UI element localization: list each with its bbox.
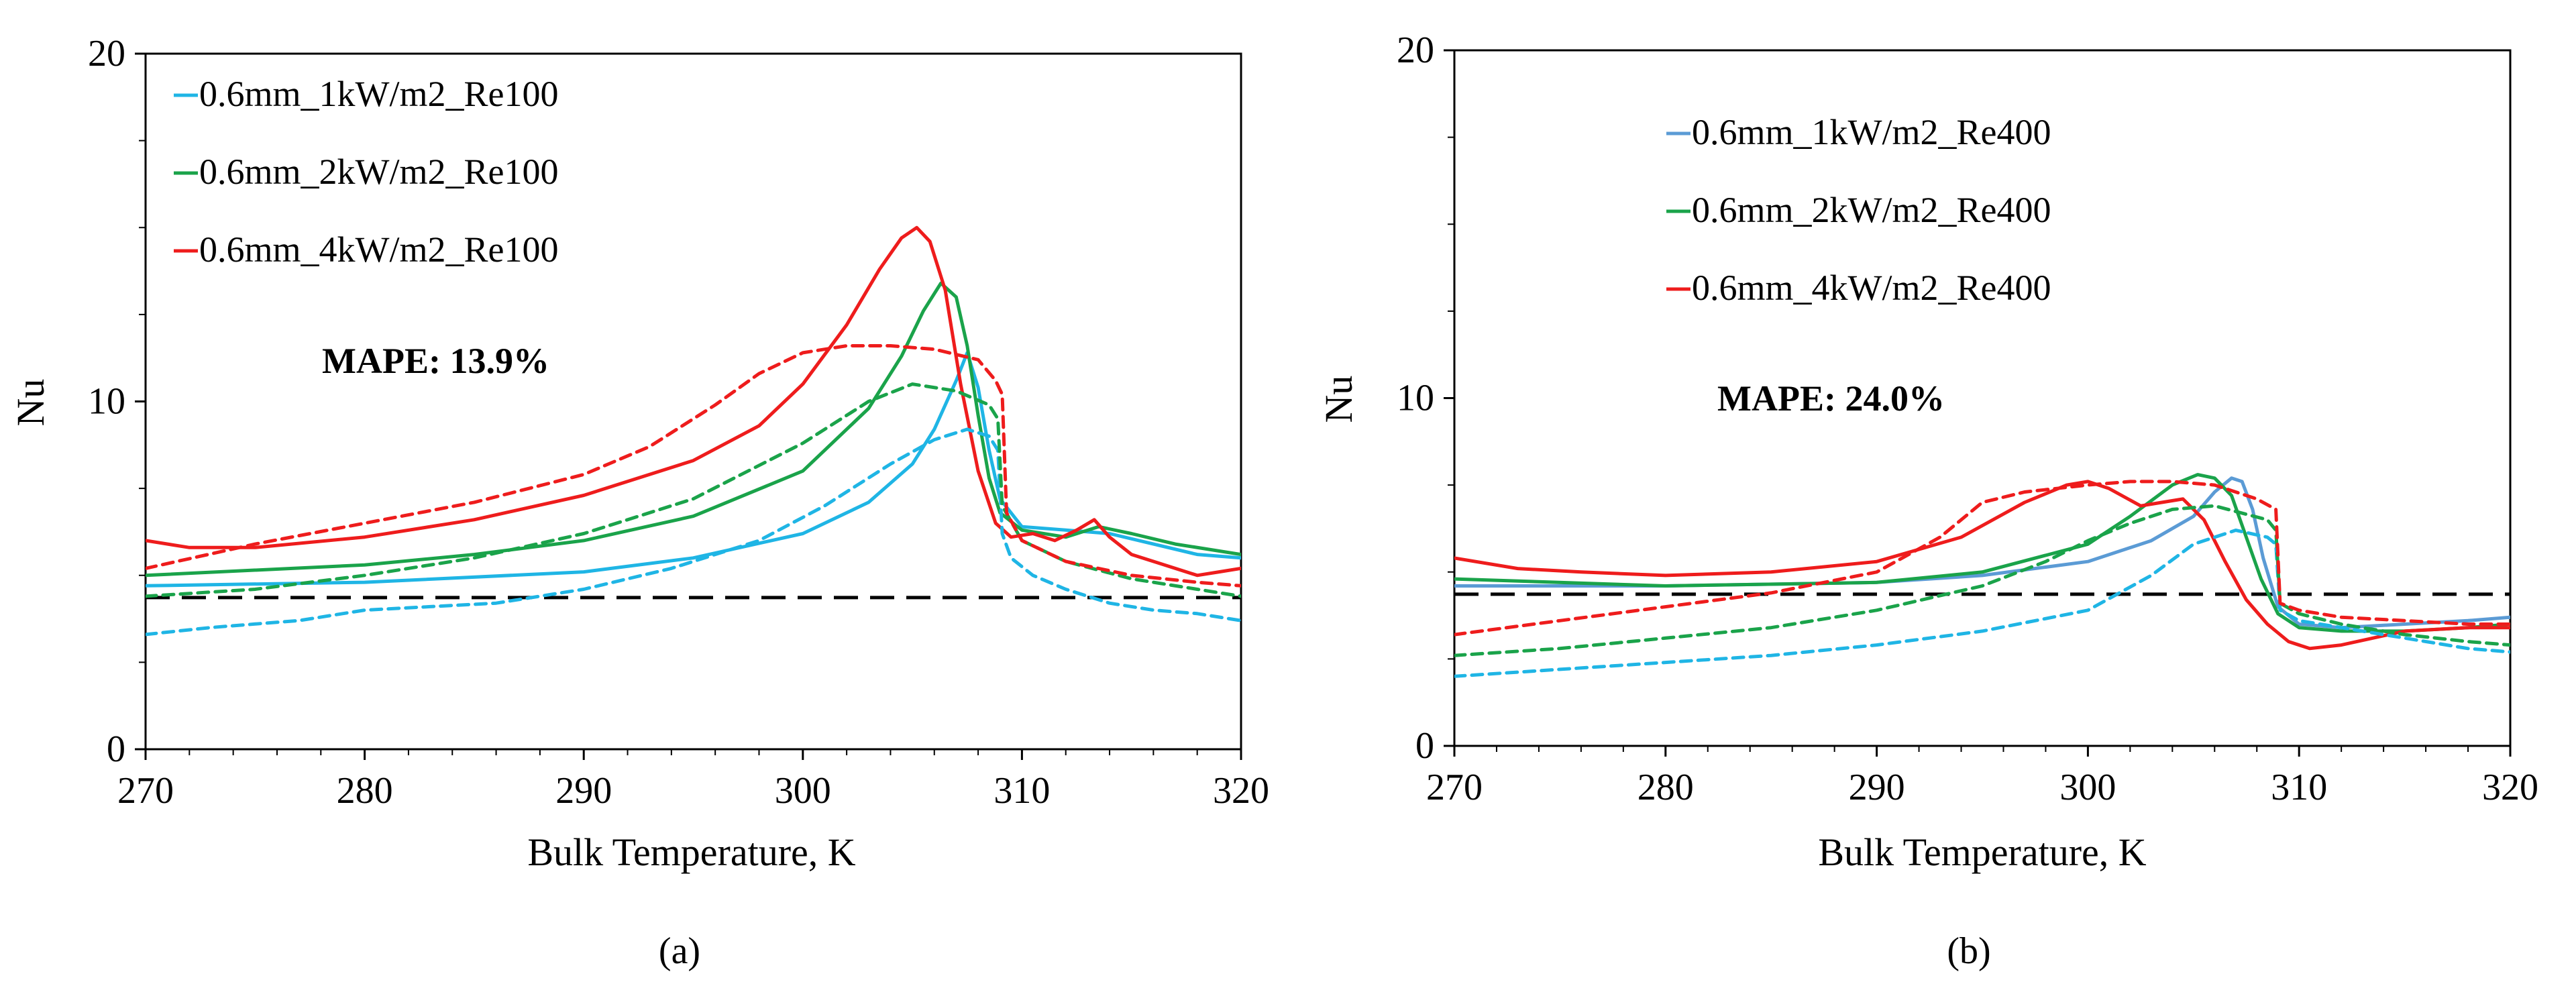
series-line-b-1	[1454, 473, 2510, 633]
series-line-b-4	[1454, 504, 2510, 657]
x-tick-label-b: 320	[2482, 767, 2538, 808]
y-axis-label-b: Nu	[1317, 376, 1360, 423]
y-axis-label-a: Nu	[9, 379, 52, 427]
panel-a: MAPE: 13.9% (a) 270 280 290 300 310 320 0 10 20 N…	[9, 33, 1269, 972]
x-tick-label-a: 290	[555, 770, 612, 812]
x-tick-label-b: 270	[1426, 767, 1483, 808]
series-line-b-5	[1454, 480, 2510, 637]
series-line-a-5	[146, 344, 1241, 588]
y-tick-label-a: 20	[88, 33, 125, 74]
x-tick-label-a: 270	[117, 770, 174, 812]
legend-label-b-0: 0.6mm_1kW/m2_Re400	[1692, 112, 2051, 152]
x-tick-label-a: 310	[994, 770, 1050, 812]
series-line-b-3	[1454, 529, 2510, 678]
x-tick-label-b: 310	[2271, 767, 2327, 808]
y-tick-label-a: 0	[107, 728, 125, 770]
series-line-a-1	[146, 281, 1241, 578]
panel-caption-b: (b)	[1947, 930, 1990, 972]
x-tick-label-a: 280	[337, 770, 393, 812]
x-tick-label-a: 320	[1213, 770, 1269, 812]
legend-label-a-0: 0.6mm_1kW/m2_Re100	[199, 74, 558, 114]
x-tick-label-a: 300	[775, 770, 831, 812]
legend-label-a-1: 0.6mm_2kW/m2_Re100	[199, 152, 558, 192]
mape-label-a: MAPE: 13.9%	[322, 341, 549, 381]
series-line-a-2	[146, 225, 1241, 578]
y-tick-label-b: 0	[1415, 725, 1434, 767]
panel-b: MAPE: 24.0% (b) 270 280 290 300 310 320 0 10 20 N…	[1317, 30, 2538, 972]
y-tick-label-b: 20	[1397, 30, 1434, 71]
y-tick-label-a: 10	[88, 381, 125, 423]
x-axis-label-a: Bulk Temperature, K	[527, 830, 855, 874]
series-line-a-4	[146, 382, 1241, 598]
panel-caption-a: (a)	[659, 930, 700, 972]
legend-label-b-2: 0.6mm_4kW/m2_Re400	[1692, 268, 2051, 308]
x-tick-label-b: 290	[1849, 767, 1905, 808]
series-line-a-3	[146, 427, 1241, 637]
series-line-b-2	[1454, 480, 2510, 651]
x-tick-label-b: 280	[1638, 767, 1694, 808]
legend-label-a-2: 0.6mm_4kW/m2_Re100	[199, 229, 558, 270]
x-tick-label-b: 300	[2059, 767, 2116, 808]
mape-label-b: MAPE: 24.0%	[1717, 378, 1945, 419]
y-tick-label-b: 10	[1397, 378, 1434, 419]
x-axis-label-b: Bulk Temperature, K	[1818, 830, 2146, 874]
legend-label-b-1: 0.6mm_2kW/m2_Re400	[1692, 190, 2051, 230]
